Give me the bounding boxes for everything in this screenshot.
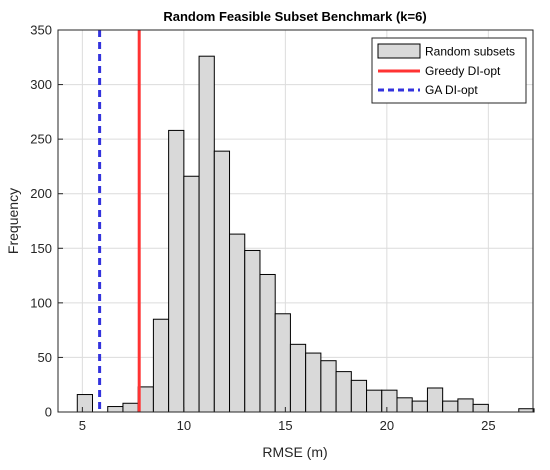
legend-label-ga: GA DI-opt — [425, 83, 478, 97]
histogram-bar — [244, 249, 261, 413]
x-tick-label: 5 — [79, 418, 86, 433]
histogram-bar — [259, 273, 276, 413]
y-tick-label: 100 — [30, 295, 52, 310]
histogram-bar — [366, 389, 383, 413]
y-tick-label: 250 — [30, 132, 52, 147]
bar-layer — [76, 55, 535, 413]
y-tick-label: 0 — [45, 405, 52, 420]
y-axis-label: Frequency — [5, 188, 21, 254]
histogram-bar — [411, 400, 428, 413]
histogram-bar — [457, 398, 474, 413]
legend-label-greedy: Greedy DI-opt — [425, 64, 501, 78]
histogram-bar — [168, 129, 185, 413]
y-tick-label: 200 — [30, 186, 52, 201]
histogram-bar — [381, 389, 398, 413]
histogram-bar — [335, 371, 352, 413]
x-tick-label: 10 — [177, 418, 191, 433]
x-axis-label: RMSE (m) — [262, 444, 327, 460]
y-tick-label: 300 — [30, 77, 52, 92]
histogram-bar — [320, 360, 337, 413]
histogram-bar — [305, 352, 322, 413]
histogram-bar — [289, 343, 307, 413]
line-layer — [98, 30, 141, 412]
histogram-bar — [472, 403, 489, 413]
y-tick-label: 350 — [30, 23, 52, 38]
histogram-bar — [229, 233, 246, 413]
histogram-bar — [107, 406, 124, 413]
histogram-bar — [274, 313, 291, 413]
histogram-bar — [426, 387, 444, 413]
histogram-bar — [213, 150, 231, 413]
histogram-bar — [442, 400, 459, 413]
x-tick-label: 25 — [481, 418, 495, 433]
x-tick-label: 15 — [278, 418, 292, 433]
histogram-bar — [198, 55, 215, 413]
histogram-bar — [350, 379, 368, 413]
legend: Random subsets Greedy DI-opt GA DI-opt — [371, 37, 527, 104]
histogram-bar — [183, 175, 200, 413]
legend-label-random-subsets: Random subsets — [425, 45, 515, 59]
y-tick-label: 50 — [38, 350, 52, 365]
x-tick-label: 20 — [380, 418, 394, 433]
plot-frame — [57, 29, 534, 413]
chart-title: Random Feasible Subset Benchmark (k=6) — [163, 9, 426, 24]
histogram-bar — [152, 318, 170, 413]
y-tick-label: 150 — [30, 241, 52, 256]
histogram-bar — [76, 394, 94, 413]
histogram-bar — [396, 397, 413, 413]
legend-swatch-random-subsets — [377, 43, 421, 59]
histogram-bar — [122, 402, 139, 413]
